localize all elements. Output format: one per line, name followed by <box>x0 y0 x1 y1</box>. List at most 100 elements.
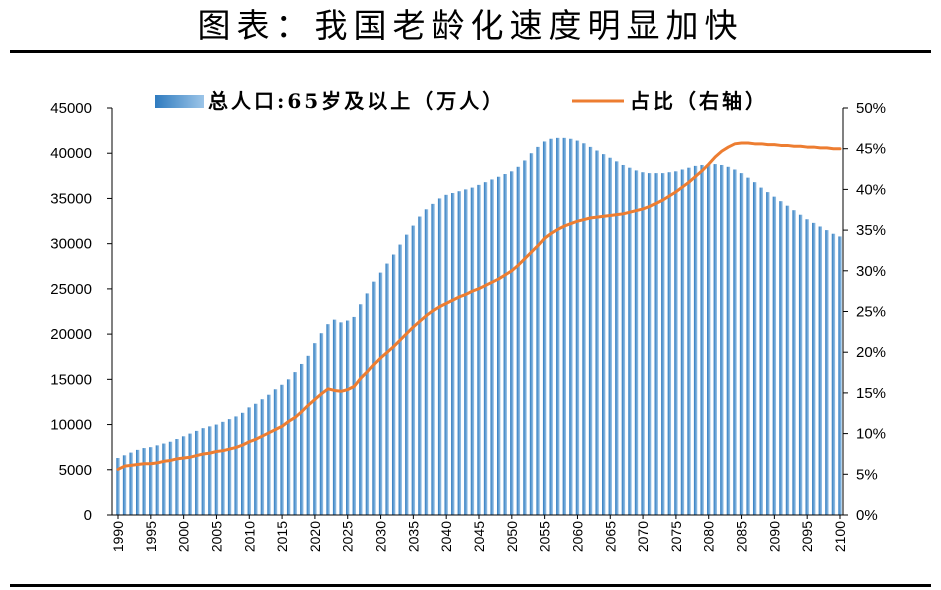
y-right-tick-label: 0% <box>856 507 878 524</box>
bar-2018 <box>300 363 304 515</box>
bar-2031 <box>385 263 389 515</box>
y-left-tick-label: 0 <box>84 507 92 524</box>
bar-2058 <box>562 137 567 515</box>
x-tick-label: 2000 <box>176 521 192 552</box>
bar-2023 <box>332 319 337 515</box>
y-left-tick-label: 5000 <box>59 462 92 479</box>
bar-2016 <box>286 379 291 515</box>
bar-2080 <box>707 164 711 515</box>
y-left-axis: 0 5000 10000 15000 20000 25000 30000 35000 40000… <box>50 100 112 524</box>
x-tick-label: 2035 <box>405 521 421 552</box>
bar-2085 <box>739 173 744 515</box>
bar-2008 <box>234 416 238 515</box>
bar-2025 <box>346 320 350 515</box>
bar-2002 <box>195 430 199 515</box>
bar-2059 <box>569 138 573 515</box>
bar-2029 <box>372 281 376 515</box>
x-tick-label: 2060 <box>569 521 585 552</box>
bar-2036 <box>418 216 422 515</box>
bar-2081 <box>713 164 717 515</box>
x-tick-label: 2050 <box>504 521 520 552</box>
y-left-tick-label: 45000 <box>50 100 92 117</box>
bar-2004 <box>208 426 212 515</box>
bar-2034 <box>405 234 409 515</box>
legend: 总人口:65岁及以上（万人） 占比（右轴） <box>155 89 765 113</box>
x-tick-label: 2020 <box>307 521 323 552</box>
bar-1998 <box>168 441 173 515</box>
legend-label-population: 总人口:65岁及以上（万人） <box>208 89 505 113</box>
bar-2022 <box>326 324 330 515</box>
bar-2012 <box>260 399 265 515</box>
bar-2042 <box>457 191 462 515</box>
bar-2021 <box>319 333 324 515</box>
bar-2088 <box>759 187 763 515</box>
y-right-tick-label: 30% <box>856 263 886 280</box>
bar-2097 <box>818 226 823 516</box>
bar-2035 <box>411 225 416 515</box>
y-right-tick-label: 35% <box>856 222 886 239</box>
x-tick-label: 1990 <box>110 521 126 552</box>
bar-2096 <box>812 222 816 516</box>
bar-1995 <box>149 447 153 515</box>
bar-2089 <box>766 192 770 516</box>
bar-1991 <box>122 455 127 515</box>
bar-2055 <box>542 141 547 515</box>
bar-2051 <box>516 166 521 516</box>
x-tick-label: 2055 <box>537 521 553 552</box>
bar-1993 <box>135 449 140 515</box>
x-tick-label: 2070 <box>635 521 651 552</box>
bar-2087 <box>752 182 757 515</box>
bar-2013 <box>267 394 271 515</box>
y-left-tick-label: 10000 <box>50 417 92 434</box>
bar-2079 <box>700 164 704 516</box>
bar-2084 <box>733 169 737 515</box>
bar-1994 <box>142 448 146 515</box>
bar-2056 <box>549 138 553 515</box>
y-right-tick-label: 45% <box>856 141 886 158</box>
x-tick-label: 2010 <box>241 521 257 552</box>
bar-2009 <box>241 412 245 515</box>
x-tick-label: 2085 <box>734 521 750 552</box>
bar-2069 <box>634 170 639 515</box>
bar-2090 <box>772 196 777 515</box>
bar-2038 <box>431 203 435 515</box>
bar-2083 <box>726 166 731 516</box>
bar-1992 <box>129 452 133 515</box>
bar-2095 <box>805 219 809 515</box>
bar-2086 <box>746 177 750 515</box>
bar-2011 <box>254 403 258 515</box>
bar-2075 <box>674 171 678 515</box>
bar-2054 <box>536 146 540 515</box>
y-left-tick-label: 25000 <box>50 281 92 298</box>
bar-2068 <box>628 167 632 515</box>
bar-2099 <box>831 233 836 515</box>
x-tick-label: 2090 <box>766 521 782 552</box>
bar-2049 <box>503 174 507 515</box>
x-tick-label: 2040 <box>438 521 454 552</box>
bar-2019 <box>306 355 311 515</box>
y-right-tick-label: 50% <box>856 100 886 117</box>
x-axis: 1990 1995 2000 2005 2010 2015 2020 2025 2030 2035… <box>110 515 848 552</box>
bar-2073 <box>661 173 665 515</box>
bar-2037 <box>424 209 429 516</box>
x-tick-label: 2045 <box>471 521 487 552</box>
bar-1999 <box>175 439 179 515</box>
bar-2061 <box>582 143 586 515</box>
x-tick-label: 2030 <box>373 521 389 552</box>
bar-2044 <box>470 187 475 515</box>
bar-2050 <box>510 171 514 515</box>
y-left-tick-label: 15000 <box>50 371 92 388</box>
bar-2041 <box>451 193 455 515</box>
bar-2014 <box>273 389 278 515</box>
line-series-share <box>116 141 842 471</box>
bar-2010 <box>247 407 251 515</box>
y-right-tick-label: 15% <box>856 385 886 402</box>
x-tick-label: 2100 <box>832 521 848 552</box>
bar-2015 <box>280 384 284 515</box>
bar-2077 <box>687 167 691 515</box>
bar-2052 <box>523 160 527 515</box>
x-tick-label: 1995 <box>143 521 159 552</box>
bar-2017 <box>293 372 297 515</box>
bar-2033 <box>398 244 402 515</box>
